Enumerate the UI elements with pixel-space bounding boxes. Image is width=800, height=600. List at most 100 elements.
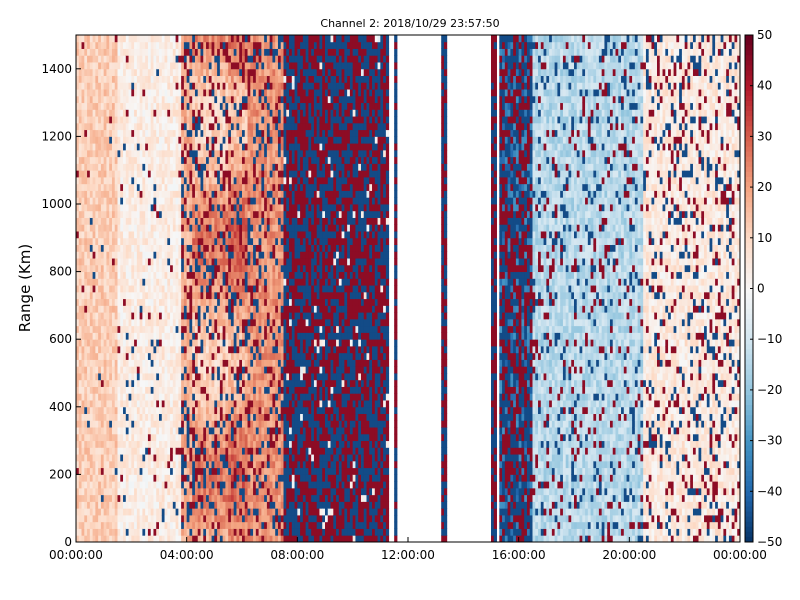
heatmap-cell (219, 278, 224, 286)
heatmap-cell (172, 35, 177, 43)
heatmap-cell (134, 312, 138, 320)
heatmap-cell (114, 48, 118, 56)
heatmap-cell (117, 400, 121, 408)
heatmap-cell (217, 427, 221, 435)
heatmap-cell (92, 460, 96, 469)
heatmap-cell (233, 366, 237, 374)
heatmap-cell (211, 278, 215, 286)
heatmap-cell (258, 332, 262, 340)
heatmap-cell (114, 224, 118, 232)
heatmap-cell (117, 447, 121, 455)
heatmap-cell (206, 481, 210, 489)
heatmap-cell (217, 264, 221, 273)
heatmap-cell (111, 95, 116, 104)
heatmap-cell (228, 102, 232, 110)
heatmap-cell (84, 251, 88, 259)
heatmap-cell (236, 393, 240, 401)
heatmap-cell (142, 41, 146, 49)
heatmap-cell (98, 244, 102, 252)
heatmap-cell (161, 237, 165, 246)
heatmap-cell (219, 258, 224, 266)
heatmap-cell (147, 231, 152, 239)
heatmap-cell (253, 474, 257, 482)
heatmap-cell (233, 116, 237, 124)
heatmap-cell (120, 271, 124, 279)
heatmap-cell (120, 217, 124, 225)
heatmap-cell (142, 204, 146, 212)
heatmap-cell (78, 62, 82, 70)
heatmap-cell (186, 298, 190, 306)
heatmap-cell (197, 427, 201, 435)
heatmap-cell (111, 251, 116, 259)
heatmap-cell (250, 447, 254, 455)
heatmap-cell (186, 379, 190, 387)
heatmap-cell (186, 204, 190, 212)
heatmap-cell (219, 264, 224, 273)
heatmap-cell (181, 258, 185, 266)
heatmap-cell (211, 312, 215, 320)
heatmap-cell (170, 176, 174, 185)
heatmap-cell (164, 210, 168, 218)
heatmap-cell (139, 393, 143, 401)
heatmap-cell (123, 440, 127, 448)
heatmap-cell (145, 345, 149, 354)
heatmap-cell (76, 41, 80, 49)
heatmap-cell (172, 68, 177, 77)
heatmap-cell (123, 433, 127, 442)
heatmap-cell (200, 460, 204, 469)
heatmap-cell (114, 332, 118, 340)
heatmap-cell (95, 366, 99, 374)
heatmap-cell (150, 156, 154, 164)
heatmap-cell (219, 116, 224, 124)
heatmap-cell (95, 332, 99, 340)
heatmap-cell (239, 305, 243, 313)
heatmap-cell (106, 386, 110, 394)
heatmap-cell (217, 454, 221, 462)
heatmap-cell (250, 237, 254, 246)
heatmap-cell (95, 285, 99, 293)
heatmap-cell (142, 55, 146, 63)
heatmap-cell (98, 278, 102, 286)
heatmap-cell (134, 487, 138, 496)
heatmap-cell (106, 163, 110, 171)
heatmap-cell (76, 440, 80, 448)
heatmap-cell (211, 420, 215, 428)
heatmap-cell (78, 318, 82, 327)
heatmap-cell (230, 258, 235, 266)
heatmap-cell (147, 487, 152, 496)
heatmap-cell (161, 231, 165, 239)
heatmap-cell (233, 278, 237, 286)
heatmap-cell (159, 55, 163, 63)
heatmap-cell (167, 183, 171, 191)
heatmap-cell (178, 62, 182, 70)
heatmap-cell (139, 55, 143, 63)
heatmap-cell (150, 55, 154, 63)
heatmap-cell (167, 373, 171, 381)
heatmap-cell (167, 508, 171, 516)
heatmap-cell (183, 82, 188, 90)
heatmap-cell (233, 433, 237, 442)
heatmap-cell (131, 244, 135, 252)
heatmap-cell (150, 508, 154, 516)
heatmap-cell (225, 400, 229, 408)
heatmap-cell (253, 129, 257, 137)
heatmap-cell (258, 224, 262, 232)
heatmap-cell (200, 116, 204, 124)
heatmap-cell (164, 460, 168, 469)
heatmap-cell (142, 231, 146, 239)
heatmap-cell (253, 176, 257, 185)
heatmap-cell (194, 393, 199, 401)
heatmap-cell (111, 427, 116, 435)
heatmap-cell (81, 251, 85, 259)
heatmap-cell (228, 89, 232, 97)
heatmap-cell (189, 447, 193, 455)
heatmap-cell (111, 318, 116, 327)
heatmap-cell (78, 447, 82, 455)
heatmap-cell (125, 102, 130, 110)
heatmap-cell (134, 413, 138, 421)
heatmap-cell (192, 48, 196, 56)
heatmap-cell (203, 258, 207, 266)
heatmap-cell (156, 460, 160, 469)
heatmap-cell (217, 210, 221, 218)
heatmap-cell (139, 312, 143, 320)
